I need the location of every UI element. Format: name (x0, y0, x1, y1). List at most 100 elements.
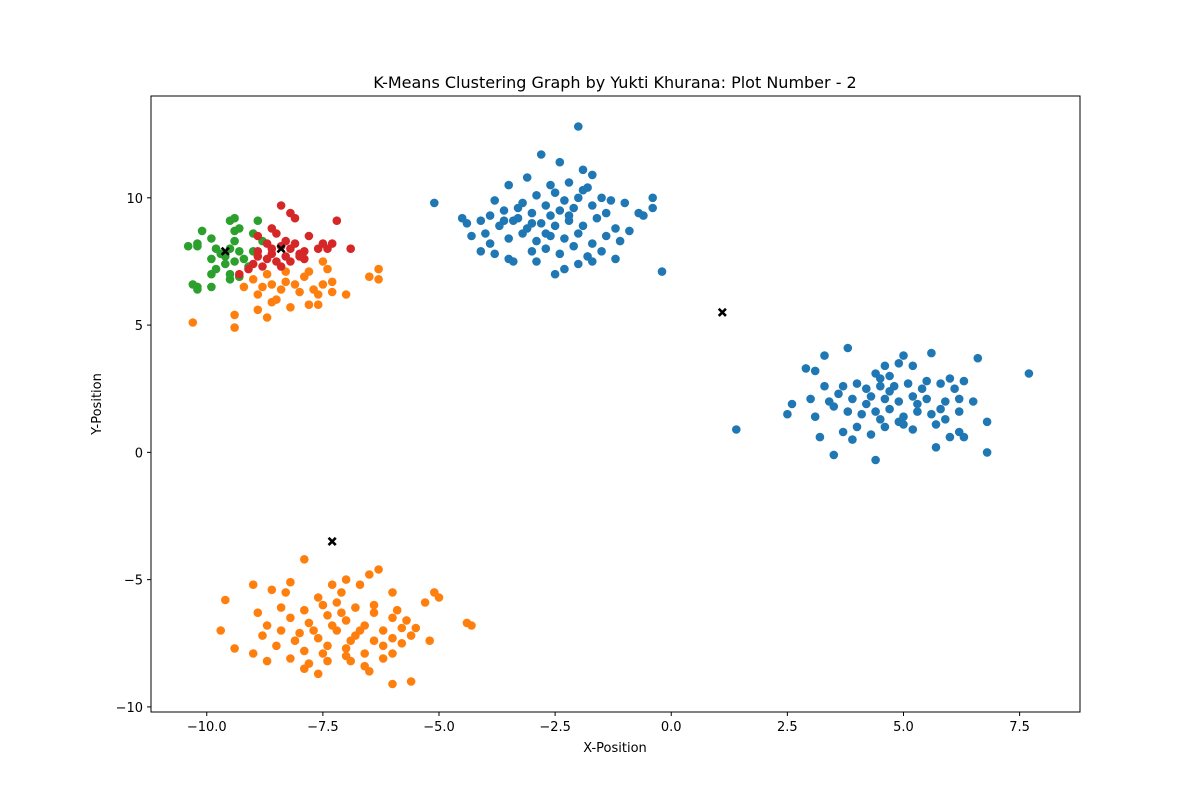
x-tick-label: −7.5 (307, 720, 339, 735)
y-tick-label: 0 (135, 446, 143, 461)
centroid-marker (276, 244, 286, 254)
data-point-cluster-1 (574, 259, 583, 269)
data-point-cluster-1 (862, 384, 871, 394)
data-point-cluster-2 (341, 575, 351, 584)
data-point-cluster-2 (434, 593, 444, 602)
data-point-cluster-1 (829, 450, 839, 460)
data-point-cluster-4 (276, 262, 286, 271)
data-point-cluster-2 (327, 277, 337, 287)
data-point-cluster-1 (550, 188, 560, 197)
data-point-cluster-2 (286, 577, 295, 587)
data-point-cluster-1 (885, 387, 894, 396)
data-point-cluster-2 (262, 621, 272, 630)
data-point-cluster-1 (555, 157, 565, 167)
data-point-cluster-1 (490, 249, 500, 259)
data-point-cluster-1 (490, 196, 500, 205)
data-point-cluster-1 (550, 221, 560, 231)
x-tick-label: 2.5 (777, 720, 798, 735)
data-point-cluster-1 (885, 371, 894, 381)
y-axis-label: Y-Position (90, 373, 105, 436)
data-point-cluster-4 (295, 252, 304, 261)
data-point-cluster-2 (230, 323, 239, 332)
data-point-cluster-4 (290, 239, 300, 248)
data-point-cluster-2 (369, 636, 379, 645)
data-point-cluster-1 (555, 249, 565, 259)
data-point-cluster-1 (806, 394, 815, 404)
data-point-cluster-4 (290, 213, 300, 223)
data-point-cluster-2 (365, 272, 374, 282)
centroid-marker (717, 307, 727, 317)
data-point-cluster-1 (532, 236, 541, 246)
data-point-cluster-2 (253, 305, 263, 315)
data-point-cluster-3 (230, 236, 239, 246)
plot-area-frame (150, 95, 1081, 713)
data-point-cluster-1 (527, 208, 537, 218)
data-point-cluster-1 (838, 427, 848, 437)
data-point-cluster-1 (899, 420, 908, 429)
data-point-cluster-1 (876, 374, 885, 383)
data-point-cluster-1 (922, 376, 931, 386)
data-point-cluster-1 (569, 203, 578, 213)
data-point-cluster-1 (560, 196, 569, 205)
data-point-cluster-4 (267, 244, 277, 253)
data-point-cluster-2 (221, 595, 230, 605)
data-point-cluster-2 (392, 605, 402, 615)
data-point-cluster-2 (327, 621, 337, 630)
data-point-cluster-2 (337, 608, 346, 617)
data-point-cluster-1 (509, 257, 518, 266)
data-point-cluster-2 (290, 636, 300, 645)
data-point-cluster-3 (207, 234, 216, 243)
data-point-cluster-2 (355, 626, 365, 635)
data-point-cluster-3 (235, 247, 244, 256)
x-tick-label: 5.0 (893, 720, 914, 735)
data-point-cluster-3 (230, 257, 239, 266)
data-point-cluster-2 (262, 656, 272, 666)
x-axis-label: X-Position (583, 741, 647, 756)
data-point-cluster-2 (286, 303, 295, 312)
data-point-cluster-1 (982, 417, 992, 427)
data-point-cluster-1 (504, 234, 513, 243)
data-point-cluster-1 (476, 216, 486, 225)
data-point-cluster-2 (267, 280, 277, 289)
x-tick-label: 7.5 (1009, 720, 1030, 735)
data-point-cluster-4 (304, 231, 314, 241)
data-point-cluster-1 (931, 420, 941, 429)
data-point-cluster-2 (300, 555, 309, 564)
data-point-cluster-1 (467, 231, 476, 241)
data-point-cluster-1 (536, 219, 546, 228)
y-tick-label: 10 (126, 192, 143, 207)
data-point-cluster-1 (866, 430, 876, 439)
x-tick-label: −10.0 (187, 720, 227, 735)
data-point-cluster-1 (541, 229, 551, 238)
data-point-cluster-1 (871, 455, 880, 465)
data-point-cluster-2 (351, 603, 360, 612)
data-point-cluster-4 (253, 252, 263, 261)
data-point-cluster-2 (300, 605, 309, 615)
data-point-cluster-1 (485, 211, 495, 220)
data-point-cluster-2 (318, 600, 328, 610)
data-point-cluster-1 (578, 221, 588, 231)
data-point-cluster-1 (945, 374, 955, 383)
data-point-cluster-1 (574, 193, 583, 203)
data-point-cluster-4 (332, 216, 342, 225)
data-point-cluster-1 (815, 432, 825, 442)
data-point-cluster-1 (569, 241, 578, 251)
data-point-cluster-1 (606, 196, 616, 205)
data-point-cluster-1 (801, 364, 811, 373)
data-point-cluster-2 (239, 282, 249, 292)
data-point-cluster-2 (341, 290, 351, 299)
data-point-cluster-2 (402, 616, 411, 625)
data-point-cluster-1 (968, 397, 978, 406)
data-point-cluster-1 (927, 409, 936, 419)
data-point-cluster-4 (276, 201, 286, 210)
data-point-cluster-3 (225, 244, 235, 253)
x-tick-label: −5.0 (423, 720, 455, 735)
data-point-cluster-1 (936, 379, 945, 388)
data-point-cluster-2 (318, 257, 328, 266)
data-point-cluster-1 (880, 422, 890, 432)
data-point-cluster-2 (397, 623, 407, 633)
data-point-cluster-1 (657, 267, 667, 276)
data-point-cluster-1 (639, 211, 648, 220)
data-point-cluster-1 (597, 247, 606, 256)
data-point-cluster-1 (611, 224, 620, 233)
